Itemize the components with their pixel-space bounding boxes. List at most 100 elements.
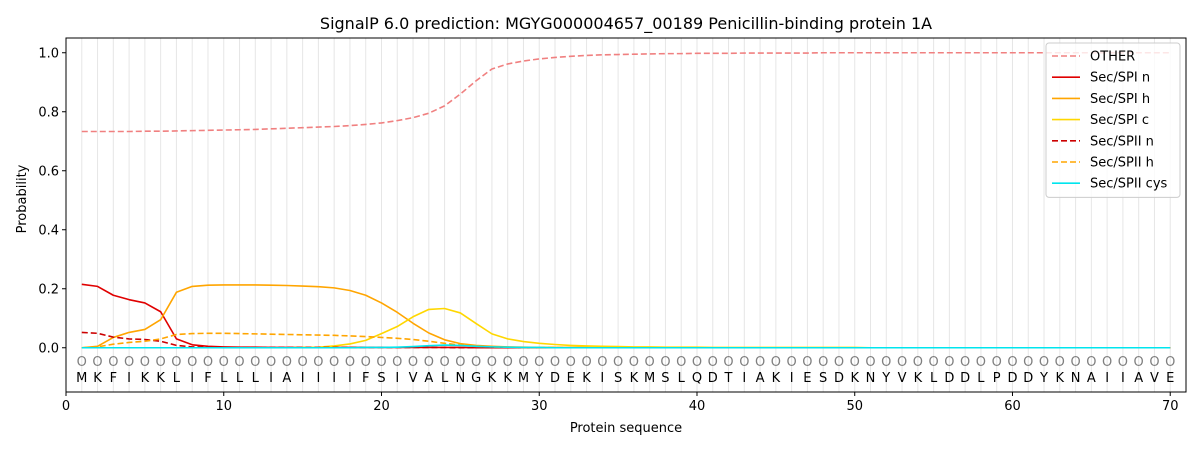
sequence-residue: N — [455, 371, 465, 386]
sequence-marker: O — [597, 355, 607, 370]
sequence-residue: A — [282, 371, 291, 386]
sequence-marker: O — [771, 355, 781, 370]
sequence-residue: N — [866, 371, 876, 386]
sequence-marker: O — [660, 355, 670, 370]
sequence-marker: O — [550, 355, 560, 370]
x-axis-ticks: 0 10 20 30 40 50 60 70 — [62, 392, 1178, 414]
sequence-residue: L — [220, 371, 228, 386]
x-tick-label: 0 — [62, 399, 70, 414]
legend-label: Sec/SPII h — [1090, 156, 1154, 171]
x-tick-label: 50 — [846, 399, 863, 414]
sequence-residue: M — [644, 371, 655, 386]
sequence-residue: I — [790, 371, 794, 386]
sequence-residue: K — [141, 371, 150, 386]
sequence-residue: I — [332, 371, 336, 386]
chart-title: SignalP 6.0 prediction: MGYG000004657_00… — [320, 14, 932, 34]
series-line — [81, 331, 1171, 349]
sequence-residue: Q — [692, 371, 702, 386]
sequence-marker: O — [424, 355, 434, 370]
sequence-marker: O — [503, 355, 513, 370]
sequence-residue: D — [1007, 371, 1017, 386]
sequence-residue: L — [930, 371, 938, 386]
sequence-residue: A — [1134, 371, 1143, 386]
sequence-marker: O — [250, 355, 260, 370]
sequence-marker: O — [487, 355, 497, 370]
sequence-residue: K — [1056, 371, 1065, 386]
sequence-residue: F — [362, 371, 369, 386]
sequence-residue: L — [173, 371, 181, 386]
sequence-marker: O — [629, 355, 639, 370]
sequence-marker: O — [834, 355, 844, 370]
sequence-marker: O — [739, 355, 749, 370]
legend-label: OTHER — [1090, 50, 1135, 65]
sequence-marker: O — [518, 355, 528, 370]
sequence-residue: I — [742, 371, 746, 386]
sequence-marker: O — [976, 355, 986, 370]
sequence-residue: K — [850, 371, 859, 386]
sequence-residue: V — [409, 371, 418, 386]
sequence-marker: O — [156, 355, 166, 370]
sequence-marker: O — [408, 355, 418, 370]
sequence-marker: O — [187, 355, 197, 370]
series-line — [81, 51, 1171, 133]
sequence-marker: O — [566, 355, 576, 370]
sequence-marker: O — [928, 355, 938, 370]
sequence-residue: I — [190, 371, 194, 386]
sequence-residue: V — [898, 371, 907, 386]
sequence-marker: O — [787, 355, 797, 370]
sequence-marker: O — [1165, 355, 1175, 370]
sequence-marker: O — [124, 355, 134, 370]
sequence-residue: K — [93, 371, 102, 386]
sequence-residue: E — [567, 371, 575, 386]
sequence-residue: S — [819, 371, 827, 386]
sequence-residue: L — [441, 371, 449, 386]
sequence-marker: O — [234, 355, 244, 370]
sequence-marker: O — [1118, 355, 1128, 370]
sequence-marker: O — [645, 355, 655, 370]
sequence-residue: L — [977, 371, 985, 386]
series-line — [81, 332, 1171, 349]
series-line — [81, 344, 1171, 349]
sequence-residue: D — [960, 371, 970, 386]
sequence-marker: O — [77, 355, 87, 370]
sequence-residue: K — [914, 371, 923, 386]
legend-label: Sec/SPI c — [1090, 113, 1149, 128]
sequence-marker: O — [818, 355, 828, 370]
sequence-marker: O — [392, 355, 402, 370]
series-line — [81, 283, 1171, 349]
sequence-marker: O — [171, 355, 181, 370]
series-lines — [81, 51, 1171, 349]
sequence-marker: O — [203, 355, 213, 370]
sequence-residue: I — [395, 371, 399, 386]
x-tick-label: 40 — [689, 399, 706, 414]
sequence-marker: O — [802, 355, 812, 370]
sequence-residue: I — [301, 371, 305, 386]
sequence-marker: O — [581, 355, 591, 370]
sequence-residue: D — [1023, 371, 1033, 386]
sequence-residue: D — [834, 371, 844, 386]
sequence-marker: O — [865, 355, 875, 370]
sequence-marker: O — [960, 355, 970, 370]
y-axis-ticks: 0.0 0.2 0.4 0.6 0.8 1.0 — [38, 46, 66, 356]
sequence-residue: K — [630, 371, 639, 386]
sequence-residue: K — [156, 371, 165, 386]
sequence-residue: P — [993, 371, 1001, 386]
sequence-marker: O — [108, 355, 118, 370]
sequence-residue: I — [348, 371, 352, 386]
sequence-marker: O — [376, 355, 386, 370]
y-tick-label: 0.6 — [38, 164, 59, 179]
sequence-residue: L — [678, 371, 686, 386]
sequence-residue: A — [424, 371, 433, 386]
sequence-residue: I — [600, 371, 604, 386]
legend-box — [1045, 42, 1181, 198]
sequence-marker: O — [361, 355, 371, 370]
sequence-marker: O — [676, 355, 686, 370]
y-tick-label: 0.4 — [38, 223, 59, 238]
sequence-residue: K — [503, 371, 512, 386]
sequence-marker: O — [613, 355, 623, 370]
sequence-residue: E — [803, 371, 811, 386]
sequence-residue: N — [1071, 371, 1081, 386]
sequence-marker: O — [298, 355, 308, 370]
grid-lines — [81, 38, 1171, 392]
y-tick-label: 0.2 — [38, 282, 59, 297]
